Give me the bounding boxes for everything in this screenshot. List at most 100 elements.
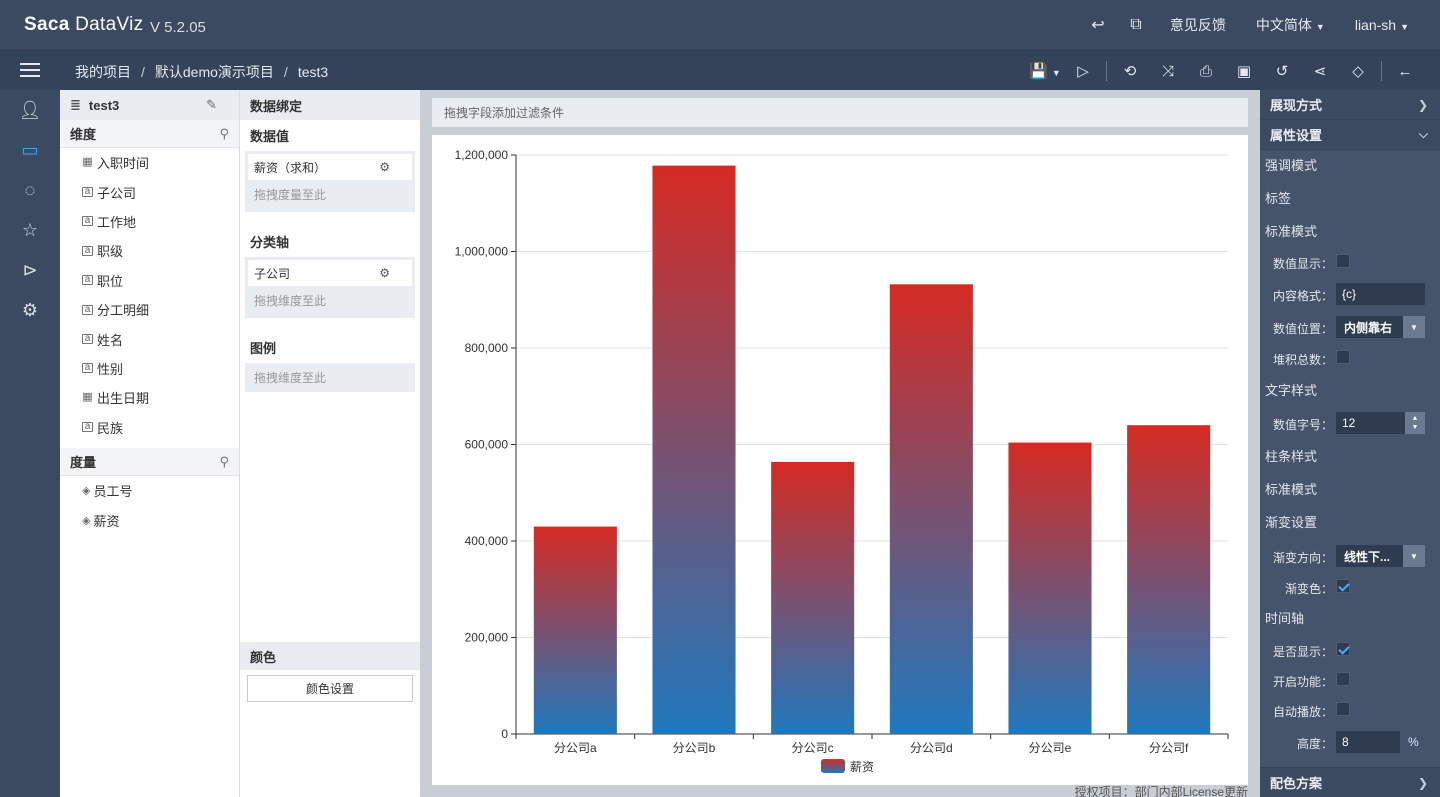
legend-dropzone[interactable]: 拖拽维度至此: [245, 363, 415, 392]
dimension-field[interactable]: a 工作地: [60, 207, 239, 236]
play-icon[interactable]: ▷: [1077, 63, 1089, 80]
binding-header: 数据绑定: [240, 90, 420, 120]
text-field-icon: a: [82, 304, 93, 315]
filter-dropzone[interactable]: 拖拽字段添加过滤条件: [432, 98, 1248, 127]
edit-icon[interactable]: ✎: [206, 97, 217, 112]
measure-field[interactable]: ◈ 员工号: [82, 484, 133, 500]
app-logo[interactable]: Saca DataViz: [24, 14, 144, 35]
legend-swatch: [821, 759, 845, 773]
gear-icon[interactable]: ⚙: [21, 299, 39, 320]
search-icon[interactable]: ⚲: [219, 125, 229, 141]
star-icon[interactable]: ☆: [21, 219, 39, 240]
standard-mode-section[interactable]: 标准模式: [1265, 224, 1318, 239]
dimension-field[interactable]: a 职级: [60, 236, 239, 265]
breadcrumb-item[interactable]: 我的项目: [75, 64, 131, 80]
external-link-icon[interactable]: ⧉: [1130, 16, 1142, 33]
tag-icon[interactable]: ◇: [1352, 63, 1364, 80]
shuffle-icon[interactable]: ⤨: [1161, 62, 1174, 80]
x-tick-label: 分公司f: [1149, 741, 1189, 755]
axis-dropzone[interactable]: 子公司 ⚙ 拖拽维度至此: [245, 257, 415, 318]
print-icon[interactable]: ⎙: [1199, 62, 1212, 80]
gear-icon[interactable]: ⚙: [379, 266, 390, 280]
reply-icon[interactable]: ↩: [1091, 17, 1105, 34]
text-field-icon: a: [82, 422, 93, 433]
bar: [771, 461, 855, 734]
attr-settings-header[interactable]: 属性设置 ⌵: [1260, 120, 1440, 150]
stack-total-checkbox[interactable]: [1336, 350, 1350, 364]
breadcrumb-item[interactable]: 默认demo演示项目: [154, 64, 274, 80]
y-tick-label: 600,000: [465, 438, 509, 452]
bar: [1127, 425, 1211, 734]
show-label: 是否显示：: [1272, 645, 1333, 659]
refresh-icon[interactable]: ↺: [1275, 63, 1289, 80]
text-field-icon: a: [82, 334, 93, 345]
dimension-field[interactable]: a 分工明细: [60, 295, 239, 324]
value-show-label: 数值显示：: [1272, 257, 1333, 271]
bar-style-section[interactable]: 柱条样式: [1265, 449, 1318, 464]
enable-checkbox[interactable]: [1336, 672, 1350, 686]
gradient-color-checkbox[interactable]: [1336, 579, 1350, 593]
y-tick-label: 1,000,000: [455, 245, 509, 259]
calendar-icon: ▦: [82, 390, 93, 403]
chevron-down-icon[interactable]: ▼: [1403, 316, 1425, 338]
emphasis-section[interactable]: 强调模式: [1265, 158, 1318, 173]
search-icon[interactable]: ⚲: [219, 453, 229, 469]
gradient-color-label: 渐变色：: [1284, 582, 1333, 596]
image-icon[interactable]: ▣: [1236, 63, 1252, 80]
language-select[interactable]: 中文简体 ▼: [1255, 17, 1325, 33]
x-tick-label: 分公司a: [554, 741, 597, 755]
content-format-input[interactable]: {c}: [1336, 283, 1425, 305]
y-tick-label: 200,000: [465, 631, 509, 645]
show-checkbox[interactable]: [1336, 642, 1350, 656]
database-icon: ≣: [70, 97, 81, 112]
gradient-section[interactable]: 渐变设置: [1265, 515, 1318, 530]
y-tick-label: 0: [501, 727, 508, 741]
timeline-section[interactable]: 时间轴: [1265, 611, 1305, 626]
value-label: 数据值: [250, 129, 290, 144]
back-arrow-icon[interactable]: ←: [1397, 62, 1413, 80]
legend-drop-hint: 拖拽维度至此: [254, 371, 327, 385]
label-section[interactable]: 标签: [1265, 191, 1292, 206]
dimension-field[interactable]: a 职位: [60, 266, 239, 295]
display-mode-header[interactable]: 展现方式 ❯: [1260, 90, 1440, 120]
save-icon[interactable]: 💾 ▼: [1029, 63, 1061, 80]
share-icon[interactable]: ⋖: [1313, 63, 1327, 80]
history-icon[interactable]: ⟲: [1123, 63, 1137, 80]
value-field-chip[interactable]: 薪资（求和） ⚙: [248, 154, 412, 180]
color-scheme-header[interactable]: 配色方案 ❯: [1260, 767, 1440, 797]
measure-field[interactable]: ◈ 薪资: [82, 513, 120, 529]
content-format-label: 内容格式：: [1272, 289, 1333, 303]
cycle-icon[interactable]: ◌: [24, 179, 36, 200]
text-style-section[interactable]: 文字样式: [1265, 383, 1318, 398]
monitor-icon[interactable]: ▭: [21, 139, 39, 160]
height-input[interactable]: 8: [1336, 731, 1400, 753]
chart-canvas[interactable]: 0 200,000 400,000 600,000 800,000 1,000,000 1,…: [432, 135, 1248, 785]
chevron-down-icon[interactable]: ▼: [1403, 545, 1425, 567]
dataset-panel: ≣ test3 ✎ 维度 ⚲ ▦ 入职时间 a 子公司 a 工作地 a 职级 a 职位 a 分工明细 a…: [60, 90, 240, 797]
value-dropzone[interactable]: 薪资（求和） ⚙ 拖拽度量至此: [245, 151, 415, 212]
autoplay-checkbox[interactable]: [1336, 702, 1350, 716]
user-icon[interactable]: 👤︎: [18, 99, 42, 120]
gear-icon[interactable]: ⚙: [379, 160, 390, 174]
font-size-stepper[interactable]: 12 ▲ ▼: [1336, 412, 1425, 434]
spinner-icon[interactable]: ▲ ▼: [1405, 412, 1425, 434]
app-version: V 5.2.05: [150, 19, 206, 36]
dimension-field[interactable]: a 性别: [60, 354, 239, 383]
user-menu[interactable]: lian-sh ▼: [1354, 17, 1409, 33]
value-drop-hint: 拖拽度量至此: [254, 188, 327, 202]
menu-icon[interactable]: [20, 60, 40, 80]
value-show-checkbox[interactable]: [1336, 254, 1350, 268]
play-circle-icon[interactable]: ⊳: [22, 259, 38, 280]
dimension-field[interactable]: ▦ 出生日期: [82, 390, 150, 407]
dimension-field[interactable]: a 民族: [60, 413, 239, 442]
dimension-field[interactable]: a 姓名: [60, 324, 239, 353]
dimension-field[interactable]: ▦ 入职时间: [82, 155, 150, 172]
gradient-dir-select[interactable]: 线性下... ▼: [1336, 545, 1425, 567]
text-field-icon: a: [82, 245, 93, 256]
color-settings-button[interactable]: 颜色设置: [247, 675, 413, 702]
feedback-link[interactable]: 意见反馈: [1169, 17, 1226, 33]
axis-field-chip[interactable]: 子公司 ⚙: [248, 260, 412, 286]
dimension-field[interactable]: a 子公司: [60, 177, 239, 206]
standard-mode-section[interactable]: 标准模式: [1265, 482, 1318, 497]
value-position-select[interactable]: 内侧靠右 ▼: [1336, 316, 1425, 338]
